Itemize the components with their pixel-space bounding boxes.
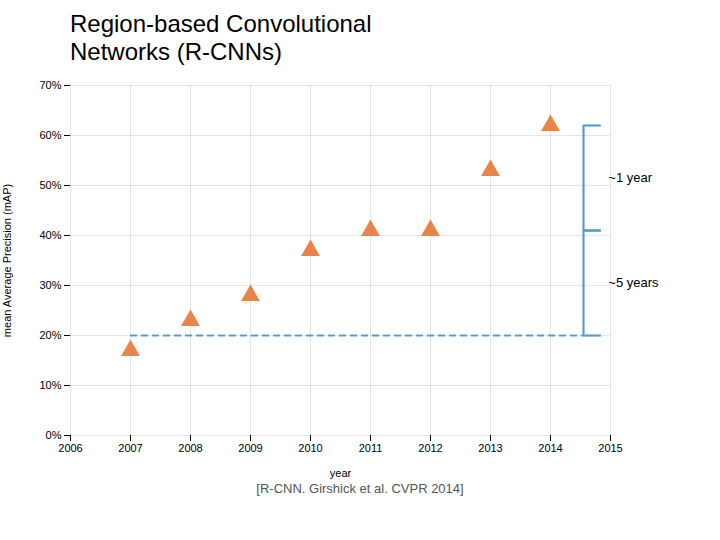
svg-text:2013: 2013 xyxy=(478,442,502,454)
svg-text:30%: 30% xyxy=(39,279,61,291)
svg-text:2007: 2007 xyxy=(118,442,142,454)
svg-text:20%: 20% xyxy=(39,329,61,341)
svg-text:70%: 70% xyxy=(39,79,61,91)
svg-text:~1 year: ~1 year xyxy=(608,170,652,185)
svg-text:10%: 10% xyxy=(39,379,61,391)
svg-text:2010: 2010 xyxy=(298,442,322,454)
svg-text:2011: 2011 xyxy=(359,442,383,454)
html-text:[R-CNN. Girshick et al. CVPR 2: [R-CNN. Girshick et al. CVPR 2014] xyxy=(256,481,464,497)
svg-text:2006: 2006 xyxy=(58,442,82,454)
svg-text:year: year xyxy=(330,467,352,479)
svg-text:2008: 2008 xyxy=(178,442,202,454)
svg-text:50%: 50% xyxy=(39,179,61,191)
svg-text:~5 years: ~5 years xyxy=(608,275,659,290)
svg-text:2012: 2012 xyxy=(418,442,442,454)
svg-text:60%: 60% xyxy=(39,129,61,141)
svg-text:2014: 2014 xyxy=(538,442,562,454)
svg-text:2009: 2009 xyxy=(238,442,262,454)
html-text:Region-based Convolutional Net: Region-based Convolutional Networks (R-C… xyxy=(70,10,372,65)
svg-text:40%: 40% xyxy=(39,229,61,241)
svg-text:mean Average Precision (mAP): mean Average Precision (mAP) xyxy=(1,184,13,337)
svg-text:2015: 2015 xyxy=(598,442,622,454)
svg-text:0%: 0% xyxy=(46,429,62,441)
